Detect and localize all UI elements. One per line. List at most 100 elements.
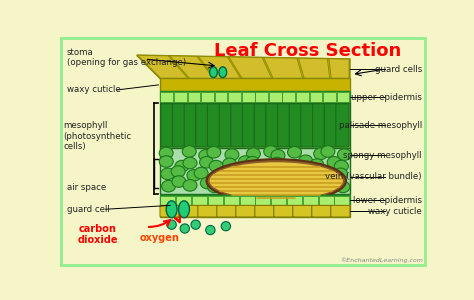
Text: lower epidermis: lower epidermis [353,196,422,205]
Bar [160,103,350,148]
Ellipse shape [207,159,346,202]
FancyBboxPatch shape [196,104,209,147]
Bar [174,92,187,102]
Text: waxy cuticle: waxy cuticle [67,85,121,94]
FancyBboxPatch shape [184,104,197,147]
Bar [255,196,270,205]
Ellipse shape [224,178,238,190]
Ellipse shape [326,177,340,189]
Text: spongy mesophyll: spongy mesophyll [344,151,422,160]
Ellipse shape [206,225,215,235]
Text: waxy cuticle: waxy cuticle [368,207,422,216]
FancyBboxPatch shape [266,104,279,147]
Bar [160,195,350,206]
Ellipse shape [223,167,237,178]
Text: air space: air space [67,183,106,192]
FancyBboxPatch shape [254,104,267,147]
Bar [296,92,309,102]
Bar [335,196,349,205]
Polygon shape [229,57,272,78]
Text: upper epidermis: upper epidermis [351,93,422,102]
Ellipse shape [219,67,227,78]
Ellipse shape [211,170,225,182]
Ellipse shape [302,181,316,193]
FancyBboxPatch shape [255,206,274,217]
Bar [160,78,350,92]
Ellipse shape [209,160,223,172]
Polygon shape [299,58,330,78]
Ellipse shape [210,162,343,199]
Ellipse shape [327,157,341,168]
Ellipse shape [223,158,237,169]
Bar [283,92,295,102]
Ellipse shape [299,155,313,166]
Ellipse shape [262,160,276,172]
Ellipse shape [167,220,176,229]
Ellipse shape [179,201,190,218]
Ellipse shape [270,157,284,169]
Bar [192,196,207,205]
FancyBboxPatch shape [217,206,236,217]
Text: ©EnchantedLearning.com: ©EnchantedLearning.com [341,257,423,263]
Bar [271,196,286,205]
Ellipse shape [310,178,324,190]
FancyBboxPatch shape [301,104,314,147]
FancyBboxPatch shape [312,104,326,147]
Ellipse shape [225,149,239,161]
Bar [310,92,322,102]
FancyBboxPatch shape [312,206,331,217]
Ellipse shape [200,157,213,168]
Ellipse shape [159,147,173,159]
Ellipse shape [159,156,173,167]
Ellipse shape [321,146,335,157]
FancyBboxPatch shape [231,104,244,147]
Ellipse shape [171,166,185,177]
Ellipse shape [263,167,277,179]
Ellipse shape [172,176,186,187]
FancyBboxPatch shape [160,206,179,217]
Ellipse shape [337,149,351,161]
Bar [242,92,255,102]
Text: vein (vascular bundle): vein (vascular bundle) [326,172,422,182]
Ellipse shape [309,167,323,179]
Text: mesophyll
(photosynthetic
cells): mesophyll (photosynthetic cells) [63,121,131,151]
Ellipse shape [334,160,348,172]
FancyBboxPatch shape [161,104,174,147]
Ellipse shape [257,177,272,189]
Ellipse shape [201,177,214,189]
Text: carbon
dioxide: carbon dioxide [78,224,118,245]
Text: guard cell: guard cell [67,205,110,214]
Ellipse shape [166,201,177,218]
Bar [208,196,223,205]
Ellipse shape [246,148,260,160]
Text: guard cells: guard cells [375,64,422,74]
Ellipse shape [288,160,302,171]
FancyBboxPatch shape [336,104,349,147]
Ellipse shape [162,180,175,192]
FancyBboxPatch shape [243,104,255,147]
Ellipse shape [326,171,339,183]
Bar [269,92,282,102]
Ellipse shape [182,146,196,157]
Bar [160,92,173,102]
Ellipse shape [183,157,197,169]
Bar [176,196,191,205]
Bar [337,92,349,102]
Ellipse shape [221,222,230,231]
Polygon shape [137,55,188,78]
Ellipse shape [207,146,221,158]
Ellipse shape [334,168,347,180]
Ellipse shape [302,167,316,178]
Text: palisade mesophyll: palisade mesophyll [339,121,422,130]
Ellipse shape [286,176,300,188]
Ellipse shape [191,220,201,229]
Ellipse shape [235,176,248,187]
Polygon shape [199,56,241,78]
Bar [224,196,239,205]
FancyBboxPatch shape [277,104,291,147]
Bar [201,92,214,102]
FancyBboxPatch shape [274,206,293,217]
Bar [160,196,175,205]
FancyBboxPatch shape [173,104,186,147]
Bar [319,196,334,205]
